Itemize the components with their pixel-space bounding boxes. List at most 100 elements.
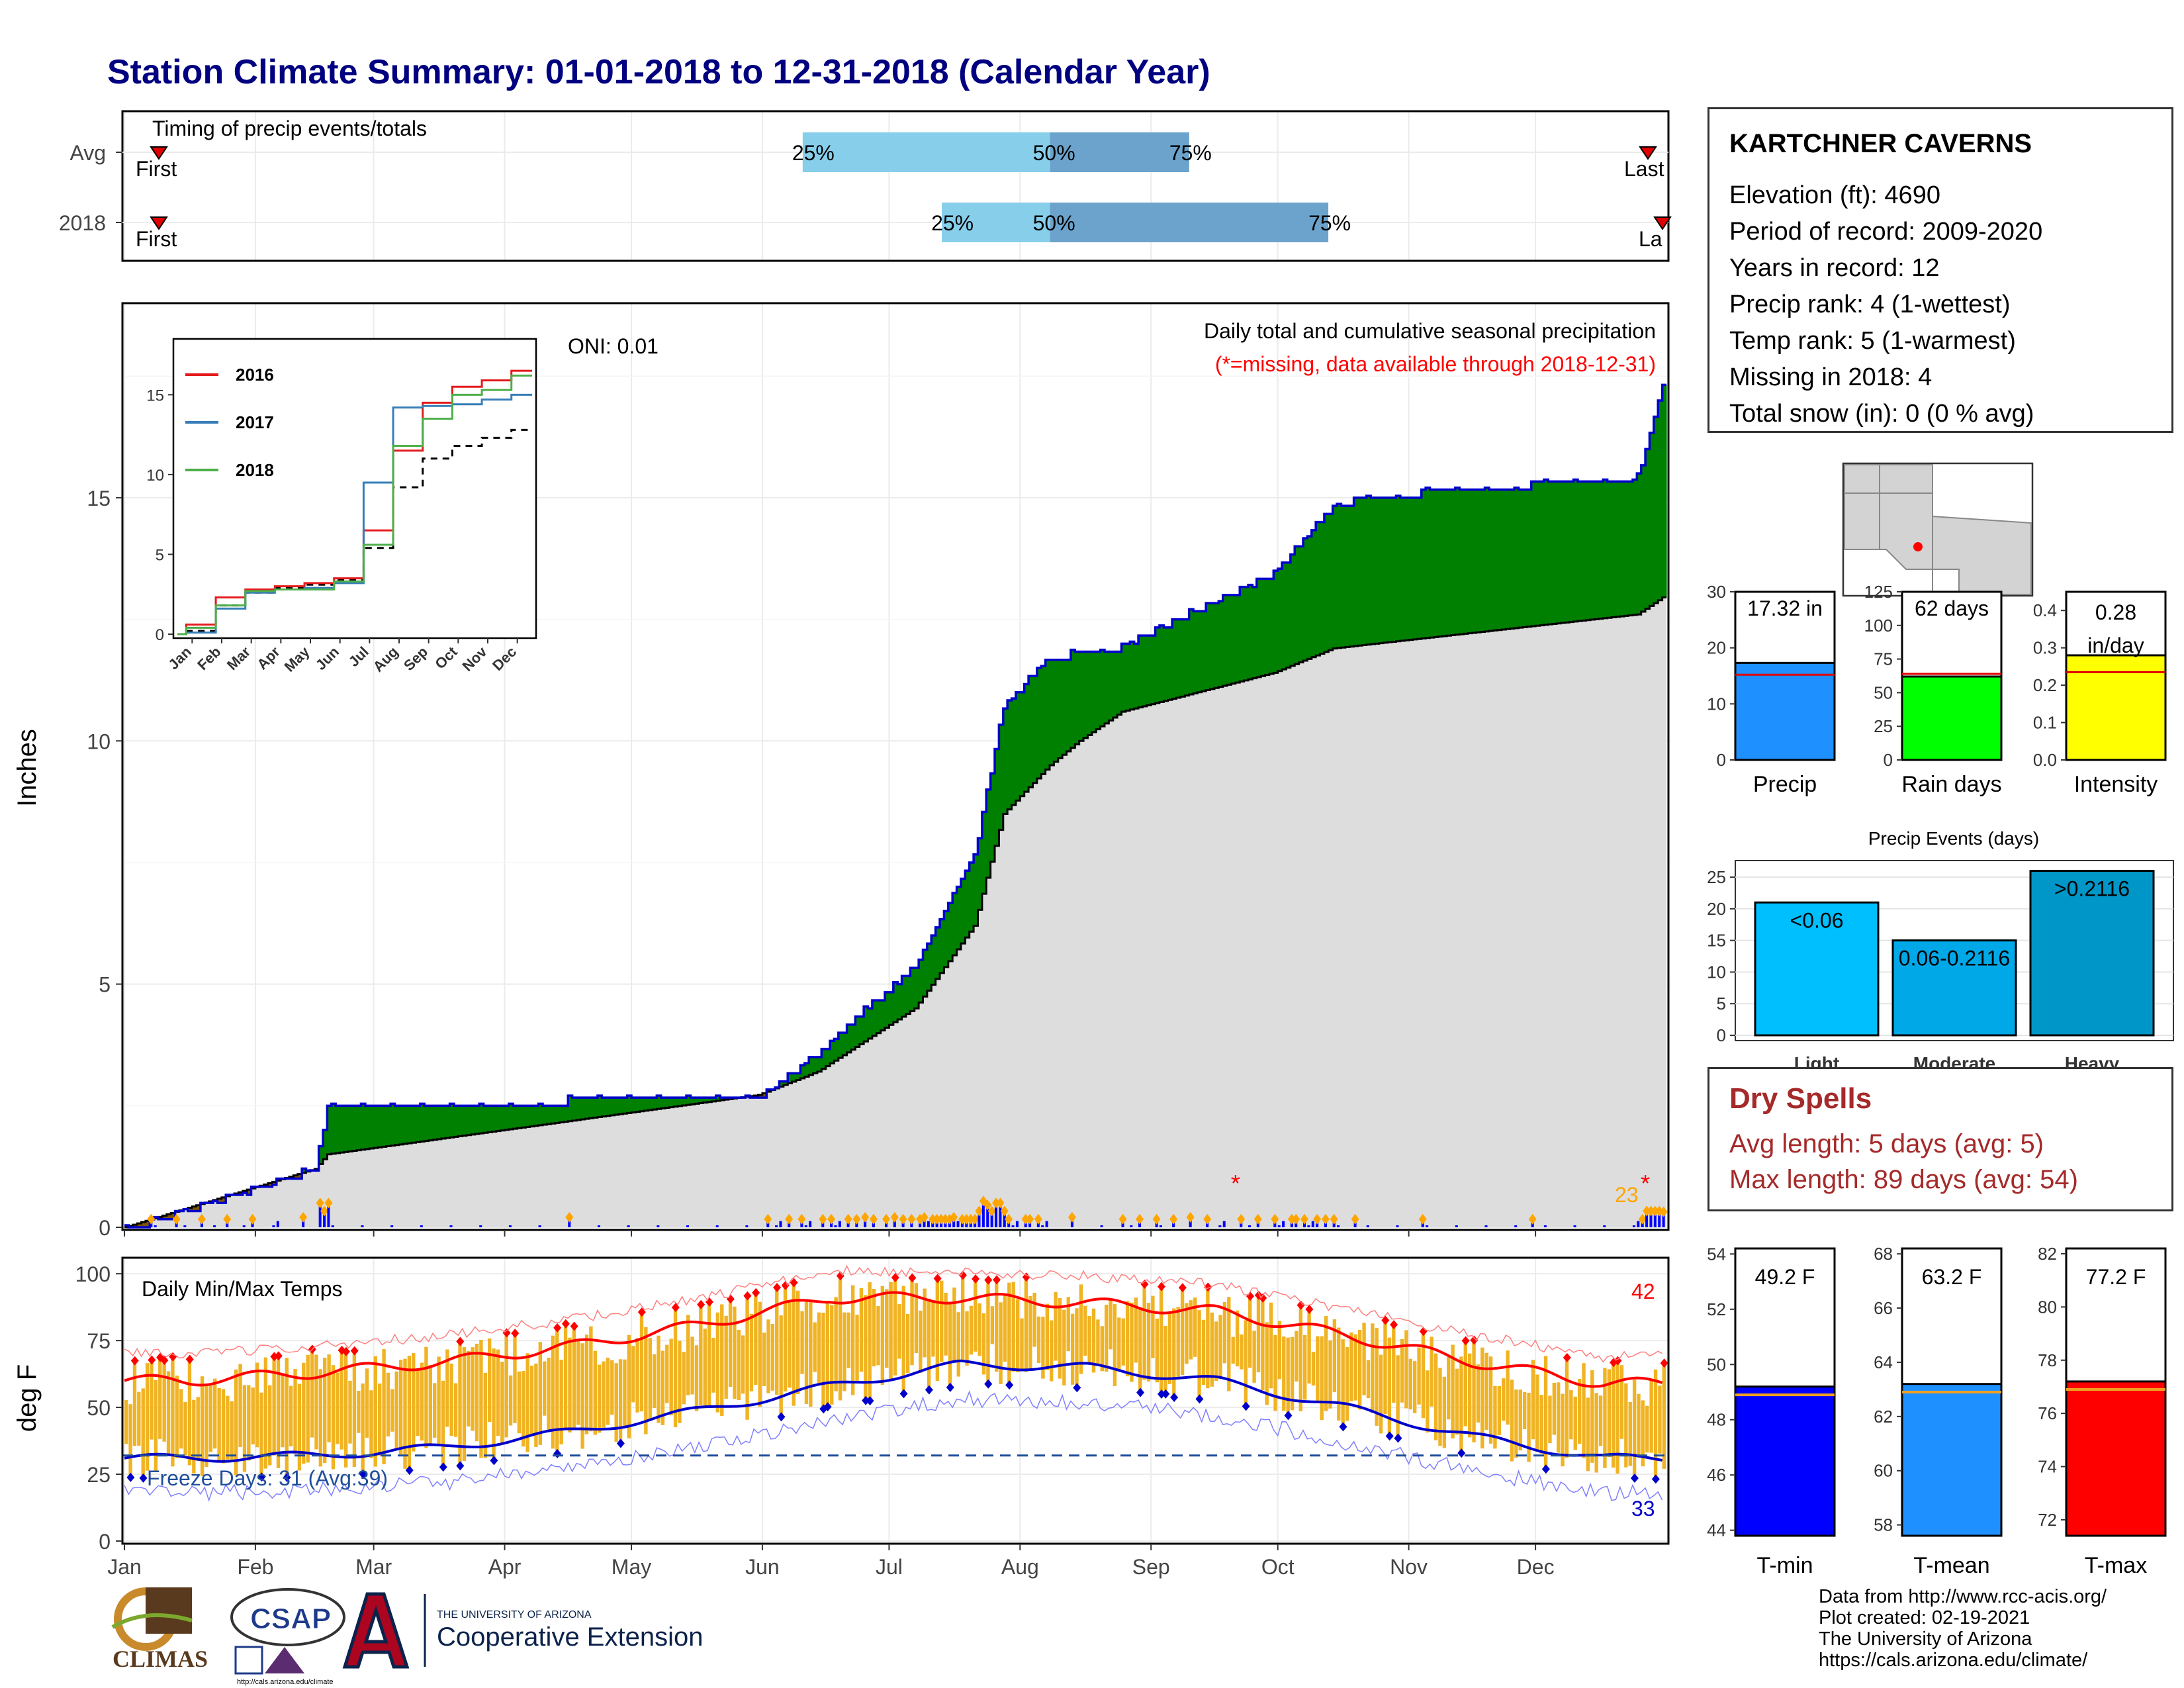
hot-day-marker: [570, 1321, 578, 1331]
above-normal-area: [821, 1049, 827, 1069]
below-normal-area: [217, 1198, 222, 1203]
station-name: KARTCHNER CAVERNS: [1729, 129, 2032, 158]
hot-day-marker: [743, 1291, 752, 1301]
hot-day-marker: [697, 1299, 705, 1309]
hot-day-marker: [1305, 1304, 1314, 1314]
daily-precip-bar: [1248, 1225, 1251, 1227]
daily-temp-bar: [1206, 1287, 1210, 1389]
temp-ytick-label: 50: [87, 1396, 111, 1420]
timing-last-label: La: [1639, 227, 1662, 251]
daily-temp-bar: [1167, 1313, 1172, 1384]
heavy-event-dot: [852, 1213, 861, 1225]
daily-temp-bar: [1295, 1331, 1298, 1382]
daily-temp-bar: [369, 1390, 373, 1458]
summary-ytick-label: 20: [1707, 638, 1726, 658]
heavy-event-dot: [316, 1197, 324, 1209]
above-normal-area: [1582, 481, 1587, 621]
above-normal-area: [715, 1096, 721, 1101]
daily-precip-bar: [1282, 1221, 1285, 1227]
cold-day-marker: [1136, 1387, 1145, 1397]
above-normal-area: [1379, 497, 1384, 643]
station-period: Period of record: 2009-2020: [1729, 218, 2043, 246]
daily-precip-bar: [981, 1201, 985, 1227]
above-normal-area: [699, 1098, 704, 1103]
above-normal-area: [978, 838, 983, 910]
daily-temp-bar: [1548, 1395, 1552, 1443]
temp-bar-ytick-label: 80: [2038, 1297, 2057, 1317]
above-normal-area: [1658, 400, 1663, 600]
daily-temp-bar: [1036, 1316, 1041, 1364]
inset-legend-label: 2017: [236, 412, 274, 432]
daily-temp-bar: [914, 1283, 919, 1353]
above-normal-area: [1041, 666, 1046, 774]
above-normal-area: [1320, 522, 1325, 654]
above-normal-area: [412, 1105, 417, 1143]
above-normal-area: [1603, 479, 1608, 618]
above-normal-area: [1527, 489, 1532, 627]
daily-temp-bar: [462, 1347, 467, 1461]
above-normal-area: [1138, 635, 1144, 708]
daily-temp-bar: [614, 1363, 618, 1442]
above-normal-area: [981, 812, 987, 894]
daily-temp-bar: [593, 1350, 597, 1435]
daily-temp-bar: [1615, 1360, 1619, 1474]
above-normal-area: [1265, 579, 1270, 675]
cold-day-marker: [862, 1395, 870, 1405]
cold-day-marker: [456, 1461, 465, 1471]
above-normal-area: [1531, 481, 1536, 627]
daily-temp-bar: [394, 1371, 398, 1450]
daily-temp-bar: [1594, 1393, 1598, 1473]
daily-temp-bar: [529, 1366, 534, 1436]
daily-temp-bar: [1328, 1340, 1332, 1409]
csap-text: CSAP: [250, 1603, 331, 1635]
daily-precip-bar: [1426, 1225, 1429, 1227]
daily-temp-bar: [1358, 1329, 1362, 1410]
above-normal-area: [788, 1073, 793, 1084]
daily-temp-bar: [1159, 1286, 1163, 1395]
below-normal-area: [293, 1175, 298, 1179]
above-normal-area: [1163, 627, 1169, 701]
daily-temp-bar: [1480, 1347, 1484, 1449]
heavy-event-dot: [987, 1205, 996, 1217]
daily-temp-bar: [1433, 1353, 1438, 1440]
above-normal-area: [348, 1105, 353, 1152]
daily-temp-bar: [1332, 1319, 1337, 1393]
daily-temp-bar: [1387, 1337, 1392, 1436]
heavy-event-dot: [1643, 1205, 1651, 1217]
daily-temp-bar: [1543, 1356, 1548, 1470]
daily-precip-bar: [1662, 1211, 1665, 1227]
above-normal-area: [343, 1105, 349, 1152]
daily-temp-bar: [589, 1326, 593, 1432]
daily-temp-bar: [1612, 1362, 1615, 1468]
above-normal-area: [707, 1098, 712, 1102]
above-normal-area: [1189, 609, 1194, 695]
daily-temp-bar: [251, 1387, 255, 1445]
cold-day-marker: [1005, 1380, 1014, 1390]
daily-temp-bar: [132, 1360, 137, 1446]
daily-precip-bar: [1100, 1225, 1103, 1227]
above-normal-area: [529, 1105, 535, 1127]
above-normal-area: [1383, 497, 1388, 643]
daily-precip-bar: [1003, 1211, 1006, 1227]
last-marker-icon: [1639, 146, 1657, 160]
hot-day-marker: [993, 1275, 1001, 1285]
daily-temp-bar: [1455, 1368, 1459, 1435]
above-normal-area: [644, 1098, 649, 1111]
timing-bar-q1: [942, 203, 1050, 242]
hot-day-marker: [456, 1336, 465, 1346]
above-normal-area: [1353, 497, 1359, 646]
month-label: Jun: [745, 1555, 780, 1579]
above-normal-area: [834, 1039, 839, 1061]
below-normal-area: [145, 1221, 150, 1227]
daily-temp-bar: [850, 1285, 855, 1395]
daily-temp-bar: [995, 1280, 999, 1372]
daily-temp-bar: [1582, 1363, 1586, 1458]
daily-temp-bar: [365, 1368, 369, 1438]
above-normal-area: [1324, 514, 1329, 652]
temp-bar-ytick-label: 72: [2038, 1510, 2057, 1530]
above-normal-area: [382, 1105, 387, 1147]
above-normal-area: [1396, 495, 1401, 641]
events-ytick-label: 0: [1717, 1025, 1726, 1045]
above-normal-area: [610, 1098, 615, 1115]
